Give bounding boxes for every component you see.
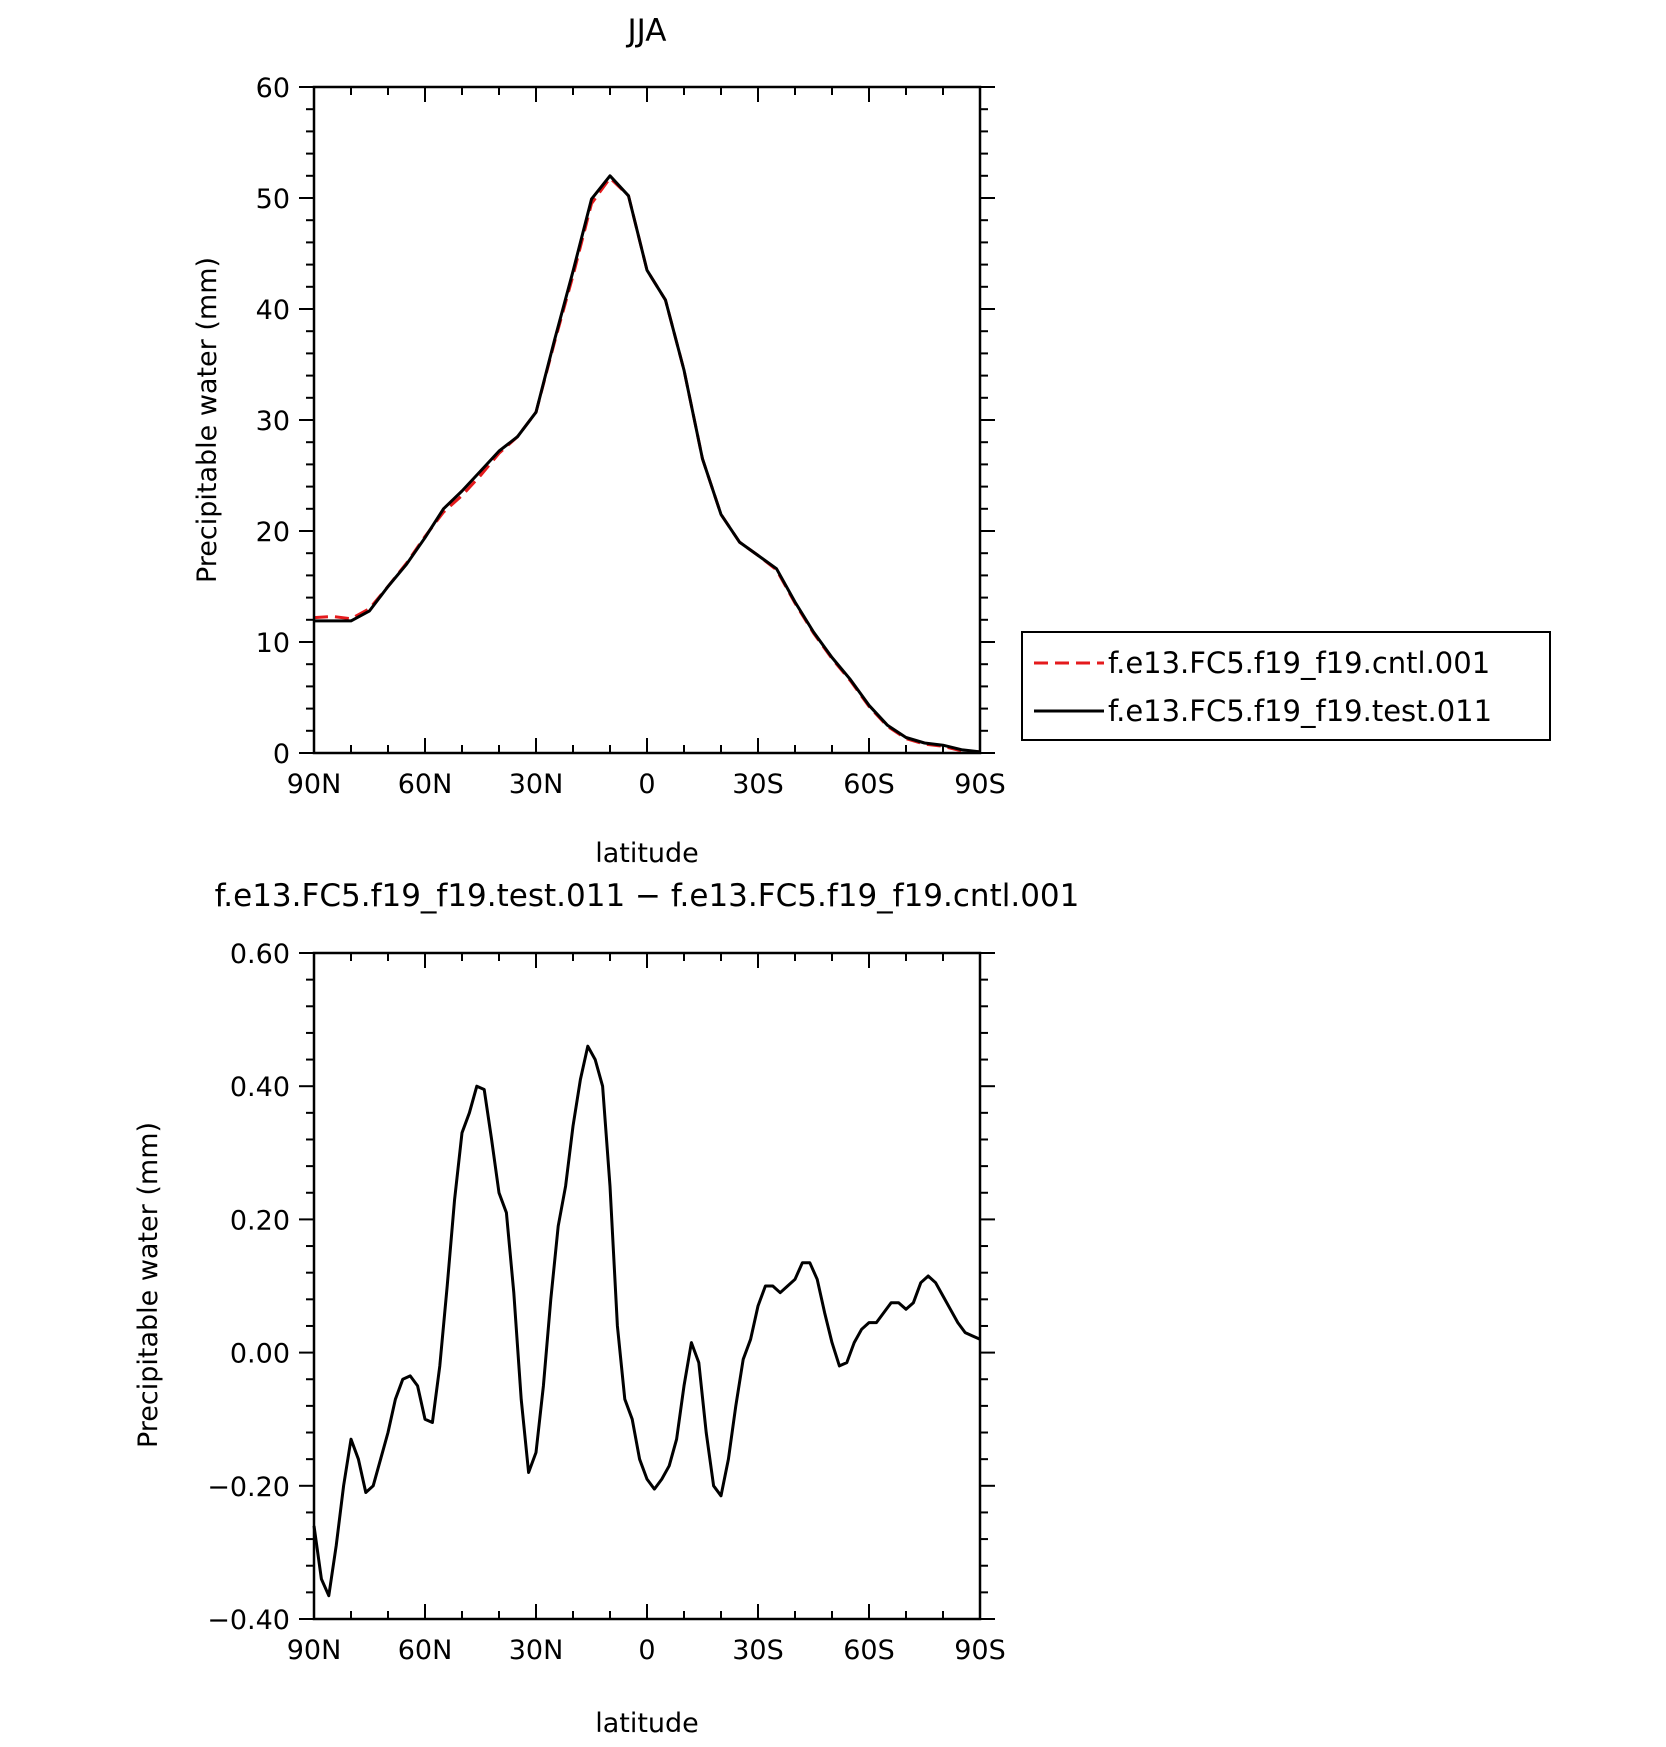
bottom-chart-y-axis-label: Precipitable water (mm) xyxy=(133,1122,164,1448)
bottom-chart-ticks: 90N 60N 30N 0 30S 60S 90S −0.40 −0.20 0.00 0.20 0.4… xyxy=(207,939,1006,1666)
top-x-tick-label: 30N xyxy=(509,769,564,800)
bottom-y-tick-label: −0.40 xyxy=(207,1605,290,1636)
top-series-line-1 xyxy=(314,174,981,754)
legend-label-cntl: f.e13.FC5.f19_f19.cntl.001 xyxy=(1108,646,1490,680)
top-y-tick-label: 40 xyxy=(256,295,290,326)
bottom-x-tick-label: 90N xyxy=(287,1635,342,1666)
top-y-tick-label: 50 xyxy=(256,184,290,215)
bottom-x-tick-label: 60S xyxy=(843,1635,895,1666)
top-chart-title: JJA xyxy=(626,13,667,49)
top-y-tick-label: 30 xyxy=(256,406,290,437)
top-y-tick-label: 20 xyxy=(256,517,290,548)
bottom-chart-x-axis-label: latitude xyxy=(595,1708,699,1739)
top-chart-frame xyxy=(312,85,982,755)
top-chart-ticks: 90N 60N 30N 0 30S 60S 90S 0 10 20 30 40 50 60 xyxy=(256,73,1006,800)
bottom-x-tick-label: 30N xyxy=(509,1635,564,1666)
bottom-y-tick-label: 0.60 xyxy=(230,939,290,970)
top-x-tick-label: 90S xyxy=(954,769,1006,800)
top-y-tick-label: 0 xyxy=(273,739,290,770)
bottom-x-tick-label: 30S xyxy=(732,1635,784,1666)
legend-box xyxy=(1021,631,1551,741)
bottom-y-tick-label: 0.20 xyxy=(230,1205,290,1236)
bottom-chart-title: f.e13.FC5.f19_f19.test.011 − f.e13.FC5.f… xyxy=(215,878,1080,914)
top-chart-y-axis-label: Precipitable water (mm) xyxy=(192,257,223,583)
top-x-tick-label: 30S xyxy=(732,769,784,800)
bottom-y-tick-label: 0.40 xyxy=(230,1072,290,1103)
top-chart-x-axis-label: latitude xyxy=(595,838,699,869)
bottom-chart-series xyxy=(312,1044,981,1598)
top-chart-series xyxy=(313,174,981,754)
bottom-y-tick-label: 0.00 xyxy=(230,1339,290,1370)
top-chart-panel: JJA Precipitable water (mm) latitude 90N… xyxy=(192,13,1551,869)
legend-label-test: f.e13.FC5.f19_f19.test.011 xyxy=(1108,694,1492,728)
bottom-chart-panel: f.e13.FC5.f19_f19.test.011 − f.e13.FC5.f… xyxy=(133,878,1079,1739)
bottom-x-tick-label: 60N xyxy=(398,1635,453,1666)
bottom-series-line-0 xyxy=(312,1044,981,1598)
legend: f.e13.FC5.f19_f19.cntl.001 f.e13.FC5.f19… xyxy=(1021,631,1551,741)
top-x-tick-label: 60N xyxy=(398,769,453,800)
bottom-x-tick-label: 90S xyxy=(954,1635,1006,1666)
bottom-x-tick-label: 0 xyxy=(638,1635,655,1666)
top-y-tick-label: 60 xyxy=(256,73,290,104)
top-x-tick-label: 0 xyxy=(638,769,655,800)
top-x-tick-label: 90N xyxy=(287,769,342,800)
top-y-tick-label: 10 xyxy=(256,628,290,659)
bottom-chart-frame xyxy=(312,951,982,1621)
bottom-y-tick-label: −0.20 xyxy=(207,1472,290,1503)
top-x-tick-label: 60S xyxy=(843,769,895,800)
